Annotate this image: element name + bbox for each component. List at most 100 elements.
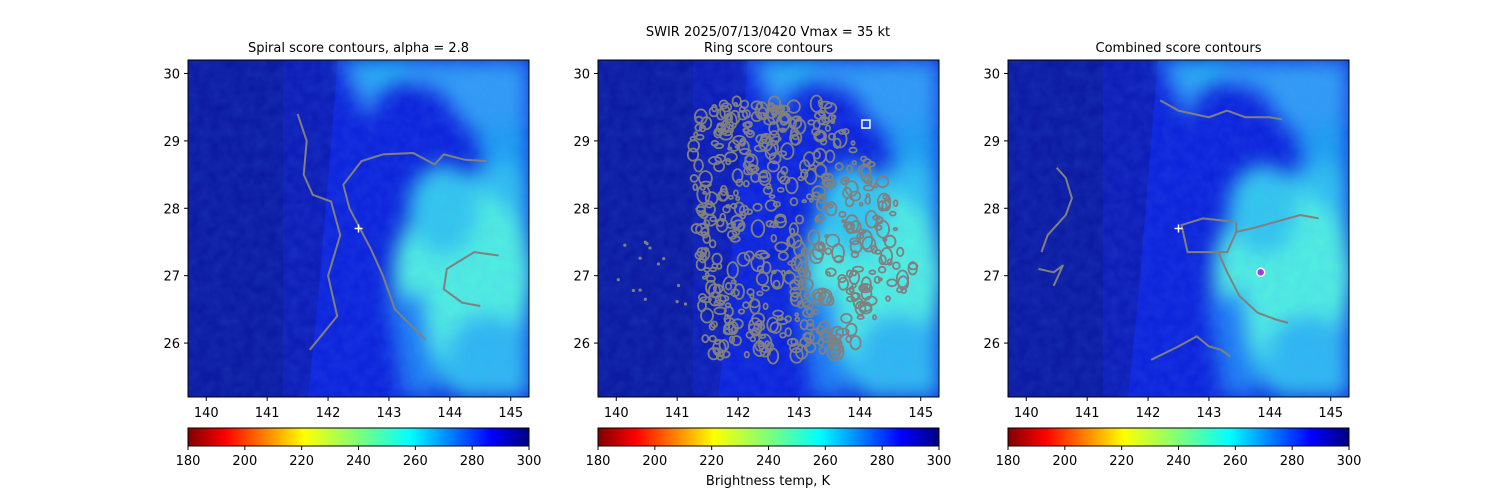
ring-contour xyxy=(842,186,853,199)
ring-contour xyxy=(859,284,867,291)
ring-contour xyxy=(703,219,711,228)
ring-contour xyxy=(743,350,750,359)
ring-contour xyxy=(827,132,836,141)
ring-contour xyxy=(638,288,642,292)
ring-contour xyxy=(755,271,769,287)
ring-contour xyxy=(675,300,679,304)
ring-contour xyxy=(794,316,801,323)
ring-contour xyxy=(815,325,826,336)
ring-contour xyxy=(770,269,785,290)
ring-contour xyxy=(817,109,826,117)
center-marker-circle xyxy=(1255,267,1266,278)
ring-contour xyxy=(709,216,717,223)
ring-contour xyxy=(829,339,842,356)
ring-contour xyxy=(710,320,718,329)
ring-contour xyxy=(793,275,803,286)
x-tick-label: 141 xyxy=(1075,406,1100,421)
ring-contour xyxy=(745,129,755,138)
colorbar-tick-label: 260 xyxy=(403,454,428,469)
colorbar-tick-label: 240 xyxy=(1166,454,1191,469)
ring-contour xyxy=(724,324,731,330)
y-tick-label: 30 xyxy=(983,67,1000,82)
ring-contour xyxy=(803,300,814,310)
ring-contour xyxy=(696,203,707,217)
y-tick-label: 27 xyxy=(983,270,1000,285)
x-tick-label: 144 xyxy=(437,406,462,421)
ring-contour xyxy=(689,174,699,183)
ring-contour xyxy=(662,257,666,261)
ring-contour xyxy=(769,321,782,334)
colorbar-tick-label: 220 xyxy=(699,454,724,469)
colorbar-tick-label: 260 xyxy=(813,454,838,469)
colorbar: 180 200 220 240 260 280 300 xyxy=(996,427,1361,469)
ring-contour xyxy=(736,251,751,267)
y-tick-label: 29 xyxy=(163,135,180,150)
ring-contour xyxy=(765,140,780,157)
ring-contour xyxy=(844,214,860,234)
ring-contour xyxy=(708,239,717,249)
ring-contour xyxy=(719,185,728,197)
ring-contour xyxy=(754,101,769,121)
ring-contour xyxy=(784,315,793,323)
ring-contour xyxy=(812,291,824,307)
ring-contour xyxy=(808,197,814,203)
ring-contour xyxy=(747,164,760,173)
ring-contour xyxy=(776,104,786,113)
ring-contour xyxy=(762,302,769,310)
ring-contour xyxy=(753,322,763,334)
ring-contour xyxy=(716,122,723,131)
ring-contour xyxy=(785,269,792,275)
ring-contour xyxy=(757,106,768,120)
panel-title: Spiral score contours, alpha = 2.8 xyxy=(248,41,469,56)
ring-contour xyxy=(643,297,647,301)
ring-contour xyxy=(803,331,815,343)
ring-contour xyxy=(702,190,707,195)
axes-frame xyxy=(1007,59,1350,398)
ring-contour xyxy=(762,185,773,195)
ring-contour xyxy=(845,287,855,295)
ring-contour xyxy=(907,261,918,276)
colorbar-tick-label: 300 xyxy=(517,454,542,469)
ring-contour xyxy=(885,295,891,302)
ring-contour xyxy=(825,201,838,217)
x-tick-label: 145 xyxy=(498,406,523,421)
ring-contour xyxy=(731,168,744,184)
figure-suptitle: SWIR 2025/07/13/0420 Vmax = 35 kt xyxy=(646,25,890,40)
ring-contour xyxy=(766,160,780,173)
ring-contour xyxy=(763,116,776,126)
ring-contour xyxy=(734,145,740,149)
ring-contour xyxy=(848,146,858,154)
colorbar-tick-label: 240 xyxy=(756,454,781,469)
ring-contour xyxy=(745,331,754,339)
ring-contour xyxy=(764,199,778,212)
ring-contour xyxy=(683,302,688,306)
ring-contour xyxy=(693,158,704,173)
ring-contour xyxy=(656,262,660,266)
x-tick-label: 142 xyxy=(726,406,751,421)
ring-contour xyxy=(770,234,778,243)
ring-contour xyxy=(860,276,872,292)
ring-contour xyxy=(850,140,856,146)
x-tick-label: 141 xyxy=(665,406,690,421)
ring-contour xyxy=(794,312,800,317)
ring-contour xyxy=(773,215,787,229)
ring-contour xyxy=(795,344,809,360)
ring-contour xyxy=(727,139,741,152)
panel-title: Ring score contours xyxy=(704,41,833,56)
ring-contour xyxy=(834,162,844,171)
ring-contours xyxy=(616,94,919,365)
colorbar: 180 200 220 240 260 280 300 xyxy=(176,427,542,469)
x-tick-label: 140 xyxy=(194,406,219,421)
ring-contour xyxy=(761,285,770,292)
ring-contour xyxy=(757,333,773,354)
ring-contour xyxy=(886,258,893,266)
y-tick-label: 30 xyxy=(573,67,590,82)
ring-contour xyxy=(766,347,780,365)
ring-contour xyxy=(864,295,878,306)
ring-contour xyxy=(623,243,627,247)
colorbar-tick-label: 240 xyxy=(346,454,371,469)
ring-contour xyxy=(861,235,877,253)
y-tick-label: 28 xyxy=(573,202,590,217)
ring-contour xyxy=(812,308,820,315)
